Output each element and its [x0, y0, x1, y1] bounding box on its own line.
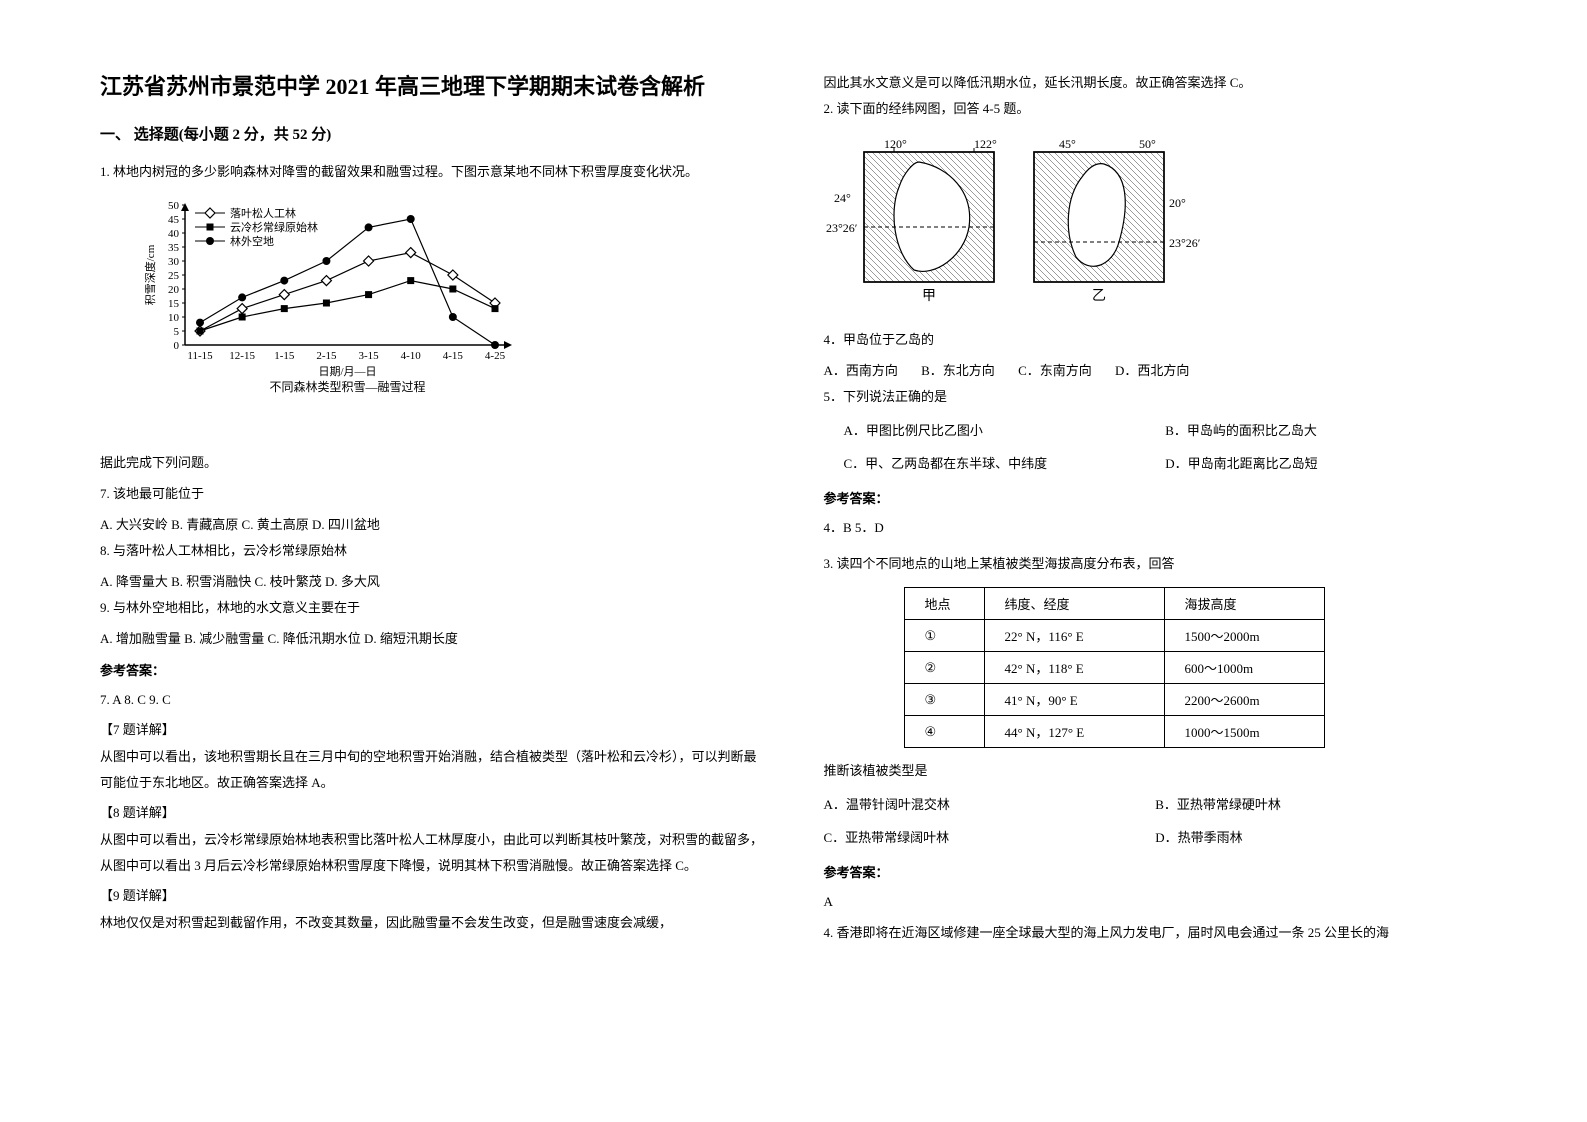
q3-row1: A．温带针阔叶混交林 B．亚热带常绿硬叶林 — [824, 789, 1488, 822]
svg-text:1-15: 1-15 — [274, 350, 295, 362]
q4-opt-b: B．东北方向 — [921, 363, 995, 378]
svg-text:45°: 45° — [1059, 137, 1076, 151]
svg-text:45: 45 — [168, 214, 180, 226]
q5-row2: C．甲、乙两岛都在东半球、中纬度 D．甲岛南北距离比乙岛短 — [824, 448, 1488, 481]
svg-text:30: 30 — [168, 256, 180, 268]
svg-text:23°26′: 23°26′ — [826, 221, 858, 235]
snow-chart-svg: 0 5 10 15 20 25 30 35 40 45 50 11-15 12-15 1-15 2-15 3-… — [140, 195, 520, 435]
section-1-header: 一、 选择题(每小题 2 分，共 52 分) — [100, 123, 764, 144]
q3-sub-stem: 推断该植被类型是 — [824, 758, 1488, 784]
table-row: ①22° N，116° E1500～2000m — [904, 620, 1324, 652]
q3-opt-d: D．热带季雨林 — [1155, 822, 1487, 855]
svg-text:122°: 122° — [974, 137, 997, 151]
q4-stem: 4．甲岛位于乙岛的 — [824, 327, 1488, 353]
svg-text:5: 5 — [174, 326, 180, 338]
svg-text:15: 15 — [168, 298, 180, 310]
q1-stem: 1. 林地内树冠的多少影响森林对降雪的截留效果和融雪过程。下图示意某地不同林下积… — [100, 159, 764, 185]
table-row: ③41° N，90° E2200～2600m — [904, 684, 1324, 716]
snow-depth-chart: 0 5 10 15 20 25 30 35 40 45 50 11-15 12-15 1-15 2-15 3-… — [140, 195, 764, 440]
svg-text:40: 40 — [168, 228, 180, 240]
table-row: ②42° N，118° E600～1000m — [904, 652, 1324, 684]
table-row: ④44° N，127° E1000～1500m — [904, 716, 1324, 748]
svg-text:乙: 乙 — [1092, 288, 1106, 304]
svg-text:120°: 120° — [884, 137, 907, 151]
table-header: 纬度、经度 — [984, 588, 1164, 620]
svg-text:3-15: 3-15 — [358, 350, 379, 362]
q5-opt-c: C．甲、乙两岛都在东半球、中纬度 — [824, 448, 1166, 481]
q2-answer-label: 参考答案： — [824, 488, 1488, 507]
svg-text:不同森林类型积雪—融雪过程: 不同森林类型积雪—融雪过程 — [269, 379, 425, 394]
q1-followup: 据此完成下列问题。 — [100, 450, 764, 476]
exp7-label: 【7 题详解】 — [100, 719, 764, 738]
svg-text:35: 35 — [168, 242, 180, 254]
left-column: 江苏省苏州市景范中学 2021 年高三地理下学期期末试卷含解析 一、 选择题(每… — [100, 70, 764, 1052]
q8-options: A. 降雪量大 B. 积雪消融快 C. 枝叶繁茂 D. 多大风 — [100, 569, 764, 595]
svg-text:50: 50 — [168, 200, 180, 212]
q7-stem: 7. 该地最可能位于 — [100, 481, 764, 507]
q4-wind-stem: 4. 香港即将在近海区域修建一座全球最大型的海上风力发电厂，届时风电会通过一条 … — [824, 920, 1488, 946]
q3-row2: C．亚热带常绿阔叶林 D．热带季雨林 — [824, 822, 1488, 855]
exp8-label: 【8 题详解】 — [100, 802, 764, 821]
maps-svg: 120° 122° 24° 23°26′ 甲 45° 50° 20° 23°26′ 乙 — [824, 132, 1224, 312]
island-maps: 120° 122° 24° 23°26′ 甲 45° 50° 20° 23°26′ 乙 — [824, 132, 1488, 317]
q2-answers: 4．B 5．D — [824, 515, 1488, 541]
q4-opt-c: C．东南方向 — [1018, 363, 1092, 378]
q3-answers: A — [824, 889, 1488, 915]
q4-opt-d: D．西北方向 — [1115, 363, 1189, 378]
q3-answer-label: 参考答案： — [824, 862, 1488, 881]
right-column: 因此其水文意义是可以降低汛期水位，延长汛期长度。故正确答案选择 C。 2. 读下… — [824, 70, 1488, 1052]
q8-stem: 8. 与落叶松人工林相比，云冷杉常绿原始林 — [100, 538, 764, 564]
q3-opt-b: B．亚热带常绿硬叶林 — [1155, 789, 1487, 822]
table-header: 海拔高度 — [1164, 588, 1324, 620]
svg-text:云冷杉常绿原始林: 云冷杉常绿原始林 — [230, 220, 318, 234]
q5-opt-b: B．甲岛屿的面积比乙岛大 — [1165, 415, 1487, 448]
q2-stem: 2. 读下面的经纬网图，回答 4-5 题。 — [824, 96, 1488, 122]
svg-text:25: 25 — [168, 270, 180, 282]
svg-text:23°26′: 23°26′ — [1169, 236, 1201, 250]
q1-answer-label: 参考答案： — [100, 660, 764, 679]
q3-opt-c: C．亚热带常绿阔叶林 — [824, 822, 1156, 855]
svg-text:50°: 50° — [1139, 137, 1156, 151]
table-header: 地点 — [904, 588, 984, 620]
svg-text:积雪深度/cm: 积雪深度/cm — [143, 244, 157, 305]
exam-title: 江苏省苏州市景范中学 2021 年高三地理下学期期末试卷含解析 — [100, 70, 764, 103]
exp9-text: 林地仅仅是对积雪起到截留作用，不改变其数量，因此融雪量不会发生改变，但是融雪速度… — [100, 910, 764, 936]
svg-text:4-15: 4-15 — [443, 350, 464, 362]
q5-row1: A．甲图比例尺比乙图小 B．甲岛屿的面积比乙岛大 — [824, 415, 1488, 448]
svg-text:2-15: 2-15 — [316, 350, 337, 362]
svg-text:24°: 24° — [834, 191, 851, 205]
q3-stem: 3. 读四个不同地点的山地上某植被类型海拔高度分布表，回答 — [824, 551, 1488, 577]
svg-text:日期/月—日: 日期/月—日 — [318, 365, 376, 378]
svg-text:4-25: 4-25 — [485, 350, 506, 362]
svg-text:落叶松人工林: 落叶松人工林 — [230, 206, 296, 220]
q1-answers: 7. A 8. C 9. C — [100, 687, 764, 713]
q4-options: A．西南方向 B．东北方向 C．东南方向 D．西北方向 — [824, 358, 1488, 384]
svg-text:20: 20 — [168, 284, 180, 296]
svg-text:10: 10 — [168, 312, 180, 324]
q9-options: A. 增加融雪量 B. 减少融雪量 C. 降低汛期水位 D. 缩短汛期长度 — [100, 626, 764, 652]
svg-text:4-10: 4-10 — [401, 350, 422, 362]
exp8-text: 从图中可以看出，云冷杉常绿原始林地表积雪比落叶松人工林厚度小，由此可以判断其枝叶… — [100, 827, 764, 879]
exp9-label: 【9 题详解】 — [100, 885, 764, 904]
svg-text:12-15: 12-15 — [229, 350, 255, 362]
vegetation-table: 地点纬度、经度海拔高度①22° N，116° E1500～2000m②42° N… — [904, 587, 1325, 748]
q3-opt-a: A．温带针阔叶混交林 — [824, 789, 1156, 822]
q9-stem: 9. 与林外空地相比，林地的水文意义主要在于 — [100, 595, 764, 621]
svg-text:林外空地: 林外空地 — [230, 234, 274, 248]
svg-text:11-15: 11-15 — [187, 350, 213, 362]
q1-cont: 因此其水文意义是可以降低汛期水位，延长汛期长度。故正确答案选择 C。 — [824, 70, 1488, 96]
q5-stem: 5．下列说法正确的是 — [824, 384, 1488, 410]
q5-opt-a: A．甲图比例尺比乙图小 — [824, 415, 1166, 448]
q4-opt-a: A．西南方向 — [824, 363, 898, 378]
svg-text:0: 0 — [174, 340, 180, 352]
svg-text:甲: 甲 — [922, 289, 936, 304]
svg-text:20°: 20° — [1169, 196, 1186, 210]
q5-opt-d: D．甲岛南北距离比乙岛短 — [1165, 448, 1487, 481]
q7-options: A. 大兴安岭 B. 青藏高原 C. 黄土高原 D. 四川盆地 — [100, 512, 764, 538]
exp7-text: 从图中可以看出，该地积雪期长且在三月中旬的空地积雪开始消融，结合植被类型（落叶松… — [100, 744, 764, 796]
